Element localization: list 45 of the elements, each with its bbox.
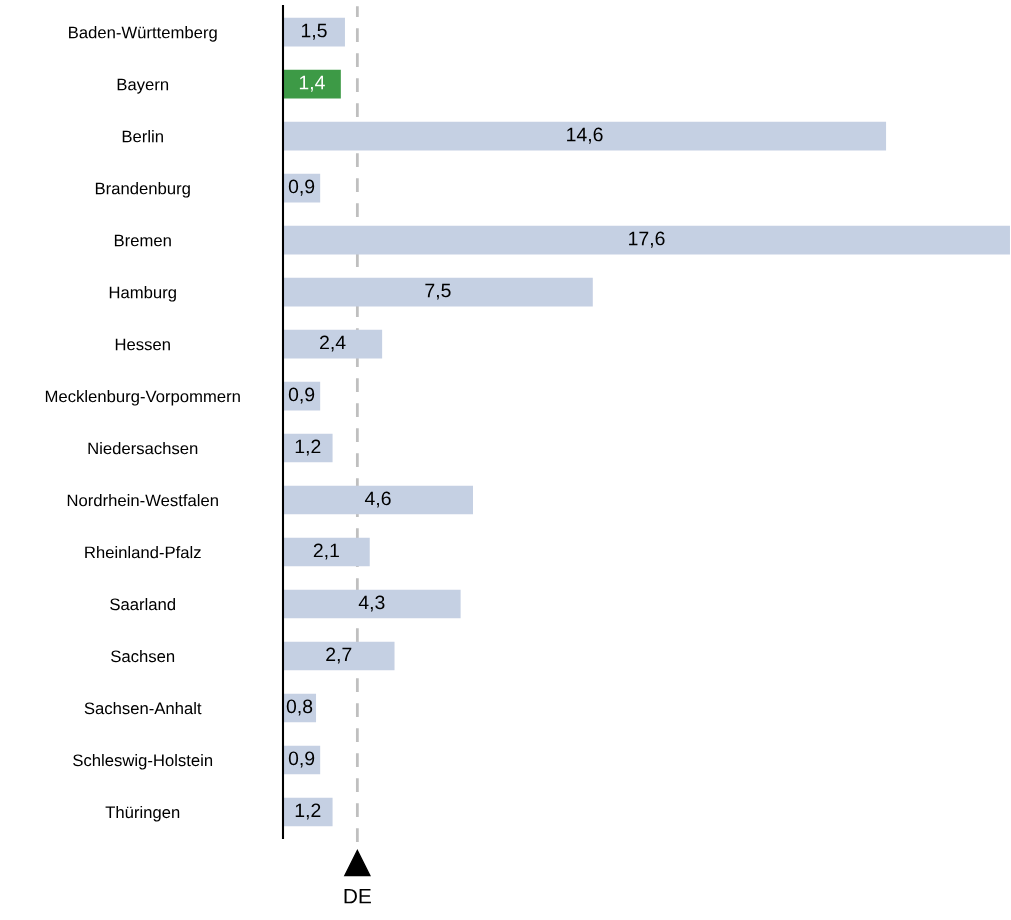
y-tick-label: Brandenburg <box>95 182 190 198</box>
y-tick-label: Thüringen <box>105 805 180 822</box>
bar <box>283 797 333 827</box>
ref-line-label: DE <box>344 888 371 904</box>
y-tick-label: Saarland <box>110 598 176 611</box>
data-label: 4,6 <box>364 491 391 508</box>
bar <box>283 589 461 619</box>
y-tick-label: Baden-Württemberg <box>69 26 217 42</box>
data-label: 1,5 <box>301 23 327 40</box>
bar <box>283 277 593 307</box>
y-tick-label: Sachsen-Anhalt <box>84 701 202 715</box>
data-label: 1,2 <box>295 803 321 820</box>
bar <box>283 641 395 671</box>
y-tick-label: Berlin <box>122 130 163 143</box>
bar <box>283 537 370 567</box>
bar <box>283 433 333 463</box>
bar <box>283 17 345 47</box>
y-tick-label: Hamburg <box>109 286 176 302</box>
y-tick-label: Mecklenburg-Vorpommern <box>45 390 240 406</box>
data-label: 14,6 <box>567 127 603 144</box>
bar <box>283 329 383 359</box>
data-label: 1,4 <box>299 75 325 92</box>
y-tick-label: Sachsen <box>111 650 175 663</box>
y-tick-label: Bayern <box>117 78 169 94</box>
data-label: 4,3 <box>358 595 385 612</box>
data-label: 1,2 <box>295 439 321 456</box>
y-tick-label: Bremen <box>114 234 171 247</box>
bar <box>283 485 474 515</box>
data-label: 2,1 <box>313 543 339 560</box>
y-tick-label: Schleswig-Holstein <box>73 753 213 770</box>
data-label: 7,5 <box>425 283 451 300</box>
y-tick-label: Rheinland-Pfalz <box>85 546 201 559</box>
y-tick-label: Niedersachsen <box>88 442 198 455</box>
data-label: 2,4 <box>320 335 346 352</box>
data-label: 0,9 <box>288 751 315 768</box>
y-tick-label: Hessen <box>115 338 170 351</box>
data-label: 2,7 <box>326 647 352 664</box>
data-label: 17,6 <box>629 231 665 248</box>
data-label: 0,9 <box>288 179 315 196</box>
y-tick-label: Nordrhein-Westfalen <box>67 494 218 507</box>
data-label: 0,8 <box>286 699 313 716</box>
bar <box>283 121 887 151</box>
bar <box>283 69 341 99</box>
bar <box>283 225 1010 255</box>
data-label: 0,9 <box>288 387 315 404</box>
